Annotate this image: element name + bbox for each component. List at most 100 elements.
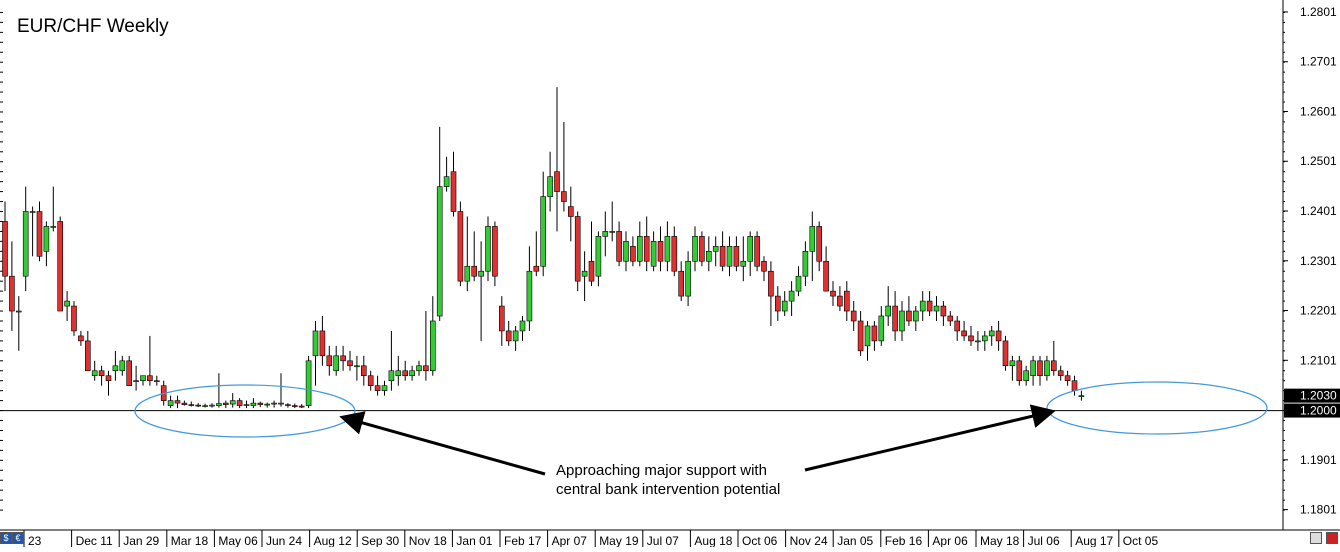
candle-body bbox=[478, 270, 484, 277]
currency-icon[interactable]: $ bbox=[0, 532, 12, 544]
candle-body bbox=[609, 231, 616, 233]
candle-body bbox=[768, 270, 774, 297]
candle-body bbox=[1023, 370, 1030, 382]
candle-body bbox=[216, 403, 222, 406]
candle-body bbox=[360, 365, 367, 377]
candle-body bbox=[906, 310, 912, 322]
candle-body bbox=[1071, 380, 1078, 391]
candle-body bbox=[954, 320, 961, 332]
candle-body bbox=[740, 260, 747, 267]
candle-body bbox=[850, 310, 857, 322]
x-tick-label: Sep 30 bbox=[361, 534, 399, 547]
candle-body bbox=[843, 290, 850, 312]
candle-body bbox=[623, 241, 629, 262]
candle-body bbox=[712, 246, 719, 252]
candle-body bbox=[319, 330, 326, 357]
x-tick-label: Aug 12 bbox=[314, 534, 352, 547]
candle-body bbox=[830, 290, 836, 297]
candle-body bbox=[429, 320, 436, 372]
candle-body bbox=[885, 305, 892, 317]
candle-body bbox=[933, 305, 940, 312]
candle-body bbox=[567, 206, 574, 217]
candle-body bbox=[188, 404, 195, 406]
candle-body bbox=[326, 355, 333, 367]
x-tick-label: Feb 17 bbox=[504, 534, 542, 547]
candle-body bbox=[105, 375, 112, 382]
candle-body bbox=[795, 275, 802, 292]
candle-body bbox=[878, 315, 885, 342]
y-tick-label: 1.2401 bbox=[1300, 204, 1337, 218]
candle-body bbox=[471, 265, 478, 277]
y-tick-label: 1.2101 bbox=[1300, 353, 1337, 367]
x-tick-label: Jan 29 bbox=[123, 534, 159, 547]
candle-body bbox=[464, 265, 471, 282]
candle-body bbox=[347, 360, 353, 367]
current-price-tag-bg bbox=[1284, 388, 1340, 403]
candle-body bbox=[271, 402, 277, 405]
candle-body bbox=[547, 176, 553, 197]
candle-body bbox=[926, 300, 933, 312]
candle-body bbox=[312, 330, 319, 357]
candle-body bbox=[57, 221, 64, 312]
annotation-arrow-left bbox=[339, 411, 546, 476]
x-tick-label: 23 bbox=[28, 534, 42, 547]
candle-body bbox=[126, 360, 132, 386]
candle-body bbox=[657, 241, 664, 262]
candle-body bbox=[733, 246, 740, 267]
candle-body bbox=[899, 310, 905, 332]
candle-body bbox=[436, 186, 443, 317]
candle-body bbox=[140, 375, 146, 382]
candle-body bbox=[975, 340, 981, 343]
candle-body bbox=[802, 251, 809, 277]
candle-body bbox=[154, 380, 160, 383]
candle-body bbox=[650, 241, 657, 267]
candle-body bbox=[333, 355, 340, 372]
candle-body bbox=[699, 236, 705, 262]
candle-body bbox=[602, 231, 609, 237]
scroll-chart-icon[interactable] bbox=[1310, 532, 1322, 544]
candle-body bbox=[381, 385, 388, 391]
candle-body bbox=[1002, 340, 1009, 367]
autoscroll-icon[interactable] bbox=[1326, 532, 1338, 544]
candle-body bbox=[457, 211, 464, 282]
y-tick-label: 1.2501 bbox=[1300, 154, 1337, 168]
candle-body bbox=[719, 246, 726, 267]
candle-body bbox=[643, 236, 650, 262]
candle-body bbox=[671, 236, 678, 272]
support-zone-ellipse-right bbox=[1046, 381, 1268, 435]
candle-body bbox=[754, 236, 760, 267]
candle-body bbox=[540, 196, 547, 267]
candle-body bbox=[388, 370, 395, 382]
euro-icon[interactable]: € bbox=[12, 532, 24, 544]
candle-body bbox=[64, 300, 70, 307]
candle-body bbox=[174, 400, 181, 404]
candle-body bbox=[1030, 360, 1036, 377]
candle-body bbox=[747, 236, 754, 262]
candle-body bbox=[961, 330, 967, 337]
candle-body bbox=[15, 310, 22, 313]
candle-body bbox=[29, 211, 36, 213]
candle-body bbox=[981, 335, 988, 342]
candle-body bbox=[1051, 360, 1057, 372]
x-tick-label: Jul 06 bbox=[1028, 534, 1060, 547]
x-tick-label: Dec 11 bbox=[76, 534, 113, 547]
candle-body bbox=[1078, 395, 1085, 397]
candle-body bbox=[554, 171, 560, 192]
y-tick-label: 1.1801 bbox=[1300, 503, 1337, 517]
candle-body bbox=[561, 191, 567, 202]
candle-body bbox=[305, 360, 312, 406]
current-price-tag: 1.2030 bbox=[1300, 389, 1337, 403]
candle-body bbox=[354, 365, 360, 368]
y-tick-label: 1.2601 bbox=[1300, 104, 1337, 118]
annotation-text-line: central bank intervention potential bbox=[556, 481, 780, 498]
candle-body bbox=[85, 340, 91, 372]
y-tick-label: 1.2201 bbox=[1300, 304, 1337, 318]
x-tick-label: Feb 16 bbox=[885, 534, 923, 547]
candle-body bbox=[298, 405, 305, 408]
candle-body bbox=[595, 236, 602, 277]
x-tick-label: May 18 bbox=[980, 534, 1020, 547]
x-tick-label: Nov 18 bbox=[409, 534, 447, 547]
candle-body bbox=[574, 216, 581, 282]
chart-title: EUR/CHF Weekly bbox=[17, 16, 169, 37]
x-tick-label: May 19 bbox=[599, 534, 639, 547]
